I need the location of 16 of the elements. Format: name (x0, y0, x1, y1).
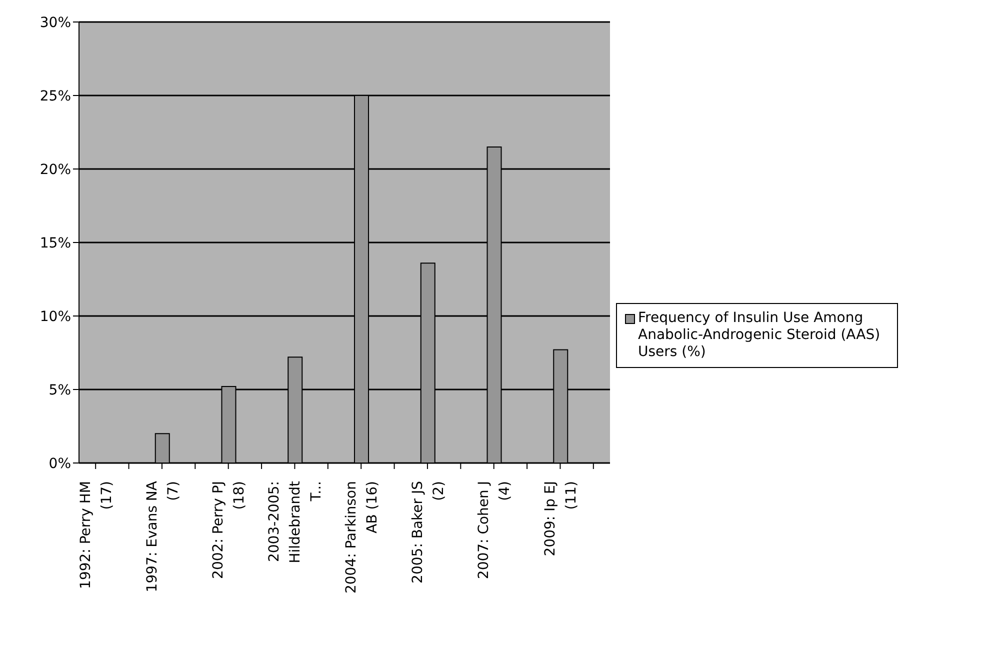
y-tick-label: 25% (40, 88, 71, 104)
y-tick-label: 5% (48, 382, 71, 398)
y-tick-label: 0% (48, 456, 71, 472)
x-tick-label: 2005: Baker JS (2) (410, 480, 447, 584)
y-tick-label: 15% (40, 235, 71, 252)
y-tick-label: 10% (40, 308, 71, 325)
x-tick-label: 2004: Parkinson AB (16) (343, 481, 380, 594)
x-tick-label: 2009: Ip EJ (11) (542, 481, 580, 556)
y-tick-label: 30% (40, 14, 71, 31)
x-tick-label: 1997: Evans NA (7) (144, 480, 182, 592)
x-tick-label: 2003-2005: Hildebrandt T... (266, 480, 325, 564)
x-tick-label: 2007: Cohen J (4) (476, 481, 514, 580)
x-tick-label: 2002: Perry PJ (18) (210, 481, 248, 579)
x-tick-label: 1992: Perry HM (17) (78, 481, 115, 589)
legend-label: Frequency of Insulin Use Among Anabolic-Androgenic Steroid (AAS) Users (%) (638, 310, 882, 361)
y-tick-label: 20% (40, 162, 71, 178)
